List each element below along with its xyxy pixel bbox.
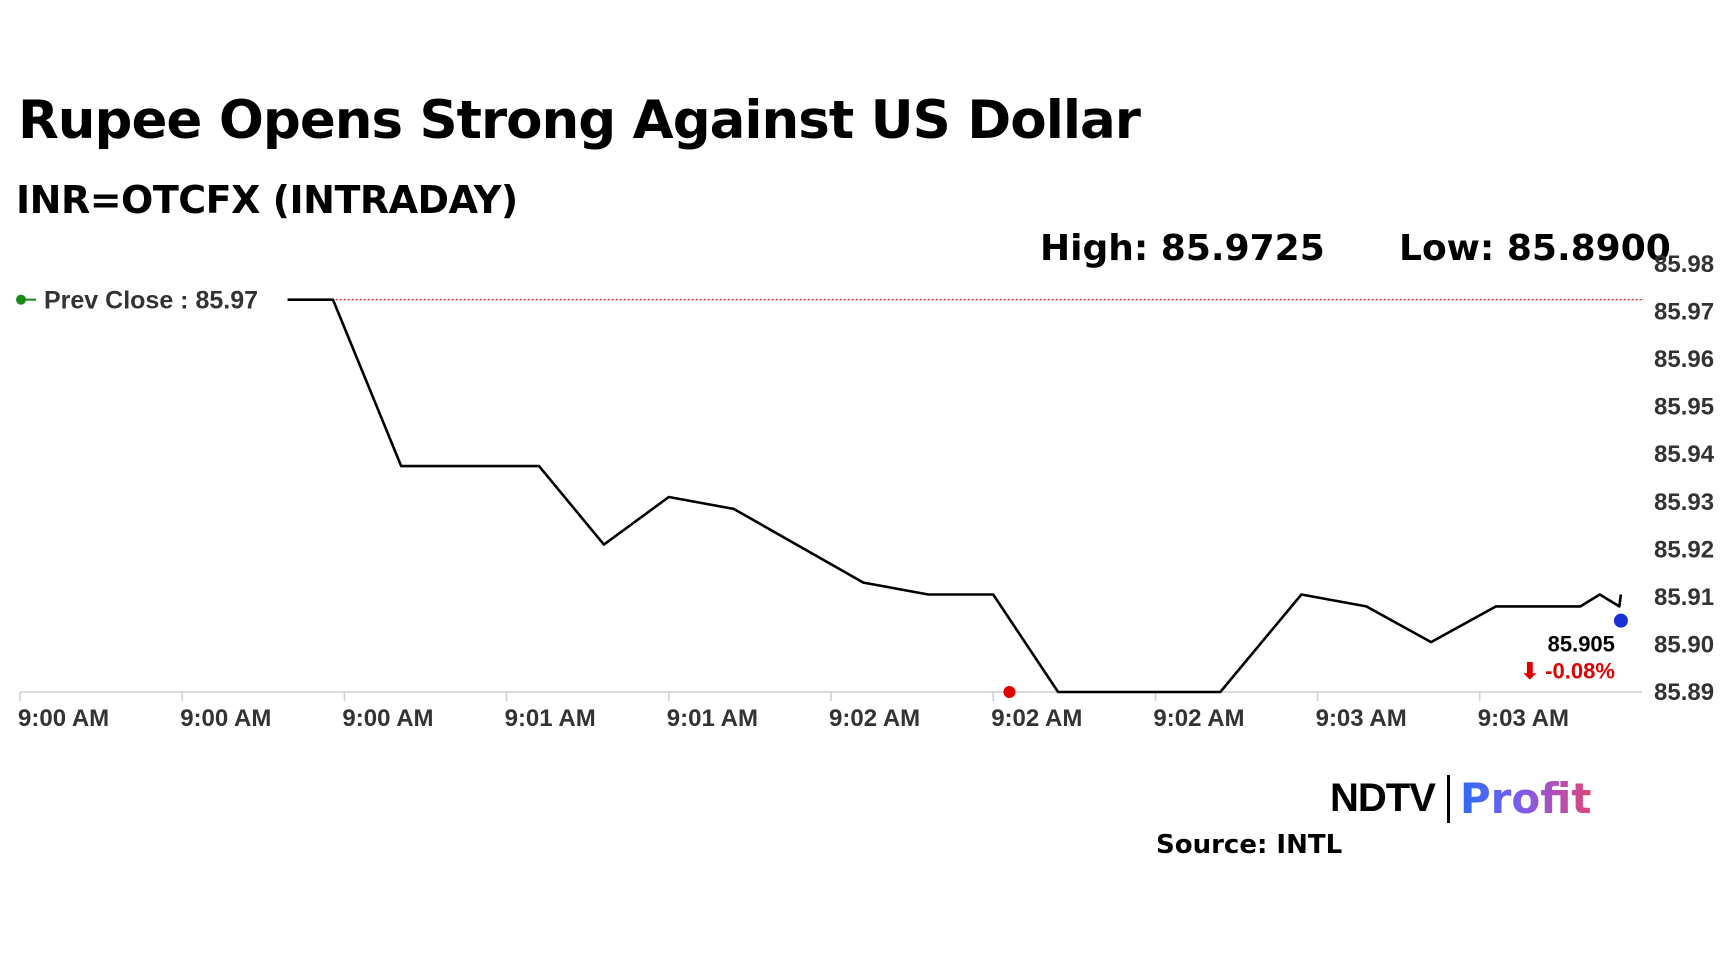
x-tick-label: 9:02 AM — [1153, 705, 1244, 732]
x-tick-label: 9:03 AM — [1478, 705, 1569, 732]
ndtv-profit-logo: NDTV Profit — [1330, 774, 1591, 826]
y-tick-label: 85.96 — [1654, 346, 1714, 373]
x-tick-label: 9:02 AM — [829, 705, 920, 732]
last-value-marker — [1613, 613, 1628, 628]
source-label: Source: INTL — [1156, 830, 1343, 860]
change-label: ⬇ -0.08% — [1521, 659, 1615, 684]
x-tick-label: 9:01 AM — [505, 705, 596, 732]
x-tick-label: 9:01 AM — [667, 705, 758, 732]
series-line-inr — [287, 298, 1623, 694]
chart-title: Rupee Opens Strong Against US Dollar — [18, 90, 1141, 151]
y-tick-label: 85.98 — [1654, 251, 1714, 278]
y-tick-label: 85.92 — [1654, 536, 1714, 563]
logo-divider — [1446, 774, 1450, 823]
x-tick-label: 9:00 AM — [342, 705, 433, 732]
last-value-label: 85.905 — [1548, 632, 1615, 657]
y-tick-label: 85.91 — [1654, 584, 1714, 611]
x-tick-label: 9:03 AM — [1316, 705, 1407, 732]
y-tick-label: 85.97 — [1654, 299, 1714, 326]
y-tick-label: 85.95 — [1654, 394, 1714, 421]
y-tick-label: 85.89 — [1654, 679, 1714, 706]
logo-ndtv-text: NDTV — [1330, 776, 1436, 820]
prev-close-dot — [16, 294, 26, 305]
high-label: High: 85.9725 — [1040, 228, 1325, 269]
low-marker — [1003, 686, 1016, 698]
x-tick-label: 9:00 AM — [180, 705, 271, 732]
logo-profit-text: Profit — [1459, 774, 1592, 823]
y-tick-label: 85.90 — [1654, 631, 1714, 658]
x-tick-label: 9:02 AM — [991, 705, 1082, 732]
low-label: Low: 85.8900 — [1399, 228, 1671, 269]
y-tick-label: 85.93 — [1654, 489, 1714, 516]
x-tick-label: 9:00 AM — [18, 705, 109, 732]
chart-subtitle: INR=OTCFX (INTRADAY) — [16, 178, 518, 222]
prev-close-label: Prev Close : 85.97 — [44, 287, 258, 315]
y-tick-label: 85.94 — [1654, 441, 1715, 468]
